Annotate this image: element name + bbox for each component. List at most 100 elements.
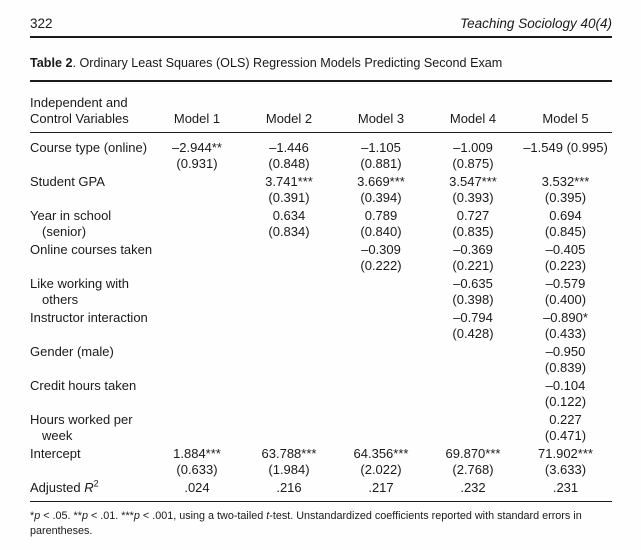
row-label-line2	[30, 326, 151, 342]
running-head-rule	[30, 36, 612, 38]
coefficient-value	[243, 344, 335, 360]
standard-error-value: (0.223)	[544, 257, 587, 273]
coefficient-value: 71.902***	[538, 445, 593, 461]
model-3-cell: –1.105 (0.881)	[335, 132, 427, 174]
model-2-cell	[243, 242, 335, 276]
coefficient-value: –0.104	[545, 377, 586, 393]
standard-error-value	[243, 428, 335, 444]
coefficient-value	[151, 208, 243, 224]
coefficient-value: –0.890*	[543, 309, 588, 325]
model-5-cell: –0.950 (0.839)	[519, 344, 612, 378]
coefficient-value: 3.669***	[357, 173, 405, 189]
standard-error-value: (0.400)	[544, 291, 587, 307]
row-label-line2: week	[42, 427, 73, 443]
standard-error-value: (0.433)	[544, 325, 587, 341]
model-1-cell	[151, 242, 243, 276]
row-label-line1: Intercept	[30, 445, 81, 461]
model-5-cell: 71.902*** (3.633)	[519, 446, 612, 480]
footnote-t: t	[266, 510, 270, 522]
coefficient-value	[335, 378, 427, 394]
standard-error-value: (0.122)	[544, 393, 587, 409]
coefficient-value	[427, 344, 519, 360]
row-label-cell: Like working with others	[30, 276, 151, 310]
standard-error-value: (0.393)	[452, 189, 494, 205]
table-row: Like working with others –0.635 (0.398) …	[30, 276, 612, 310]
adjusted-r2-row: Adjusted R2 .024 .216 .217 .232 .231	[30, 478, 612, 501]
standard-error-value: (0.633)	[176, 461, 218, 477]
row-label-line1: Gender (male)	[30, 343, 114, 359]
coefficient-value: –0.369	[453, 241, 493, 257]
footnote-p3: p	[133, 510, 140, 522]
model-1-cell	[151, 412, 243, 446]
coefficient-value: –0.794	[453, 309, 493, 325]
model-1-header-cell: Model 1	[151, 94, 243, 133]
coefficient-value	[427, 378, 519, 394]
coefficient-value: 1.884***	[173, 445, 221, 461]
row-label-line2	[30, 156, 151, 172]
table-row: Instructor interaction –0.794 (0.428) –0…	[30, 310, 612, 344]
model-1-cell	[151, 174, 243, 208]
coefficient-value: 3.547***	[449, 173, 497, 189]
adjusted-r2-m2-cell: .216	[243, 480, 335, 501]
coefficient-value: 3.741***	[265, 173, 313, 189]
standard-error-value	[151, 292, 243, 308]
footnote-star: *	[30, 510, 35, 522]
standard-error-value	[335, 428, 427, 444]
model-4-cell: –0.635 (0.398)	[427, 276, 519, 310]
model-3-cell	[335, 310, 427, 344]
model-1-cell	[151, 378, 243, 412]
model-5-cell: –0.405 (0.223)	[519, 242, 612, 276]
table-row: Course type (online) –2.944** (0.931) –1…	[30, 132, 612, 174]
model-2-cell	[243, 378, 335, 412]
model-3-cell	[335, 378, 427, 412]
model-4-cell	[427, 344, 519, 378]
model-2-cell: 63.788*** (1.984)	[243, 446, 335, 480]
adjusted-label-sup: 2	[93, 478, 99, 489]
journal-title: Teaching Sociology 40(4)	[460, 16, 612, 31]
footnote-text2: < .01. ***	[87, 510, 134, 522]
coefficient-value	[151, 276, 243, 292]
standard-error-value	[427, 428, 519, 444]
model-4-cell: 3.547*** (0.393)	[427, 174, 519, 208]
model-2-header-cell: Model 2	[243, 94, 335, 133]
footnote-text3: < .001, using a two-tailed	[139, 510, 267, 522]
coefficient-value: 0.634	[272, 207, 306, 223]
model-5-cell: 3.532*** (0.395)	[519, 174, 612, 208]
coefficient-value: –1.549 (0.995)	[523, 139, 608, 155]
standard-error-value	[519, 156, 612, 172]
coefficient-value	[151, 412, 243, 428]
table-row: Credit hours taken –0.104 (0.122)	[30, 378, 612, 412]
standard-error-value	[243, 394, 335, 410]
standard-error-value	[335, 394, 427, 410]
row-label-line2	[30, 360, 151, 376]
model-2-cell: 3.741*** (0.391)	[243, 174, 335, 208]
model-1-cell	[151, 310, 243, 344]
footnote-p1: p	[34, 510, 41, 522]
adjusted-label-r: R	[84, 479, 94, 495]
standard-error-value: (0.931)	[176, 155, 218, 171]
coefficient-value	[335, 344, 427, 360]
model-3-cell	[335, 344, 427, 378]
model-3-cell: 64.356*** (2.022)	[335, 446, 427, 480]
coefficient-value: –1.009	[453, 139, 493, 155]
coefficient-value: –0.405	[545, 241, 586, 257]
row-label-line2: others	[42, 291, 79, 307]
coefficient-value	[335, 412, 427, 428]
model-3-cell	[335, 412, 427, 446]
model-3-cell: 3.669*** (0.394)	[335, 174, 427, 208]
coefficient-value	[427, 412, 519, 428]
row-label-cell: Course type (online)	[30, 132, 151, 174]
standard-error-value: (0.881)	[360, 155, 402, 171]
model-4-cell: –0.369 (0.221)	[427, 242, 519, 276]
journal-page: 322 Teaching Sociology 40(4) Table 2. Or…	[30, 16, 612, 537]
coefficient-value: 64.356***	[353, 445, 409, 461]
row-label-line1: Online courses taken	[30, 241, 153, 257]
adjusted-r2-m2: .216	[276, 479, 302, 495]
standard-error-value	[243, 258, 335, 274]
stub-header-cell: Independent and Control Variables	[30, 94, 151, 133]
model-4-cell	[427, 412, 519, 446]
model-2-cell: 0.634 (0.834)	[243, 208, 335, 242]
coefficient-value	[151, 344, 243, 360]
row-label-line1: Course type (online)	[30, 139, 148, 155]
adjusted-r2-m3-cell: .217	[335, 480, 427, 501]
